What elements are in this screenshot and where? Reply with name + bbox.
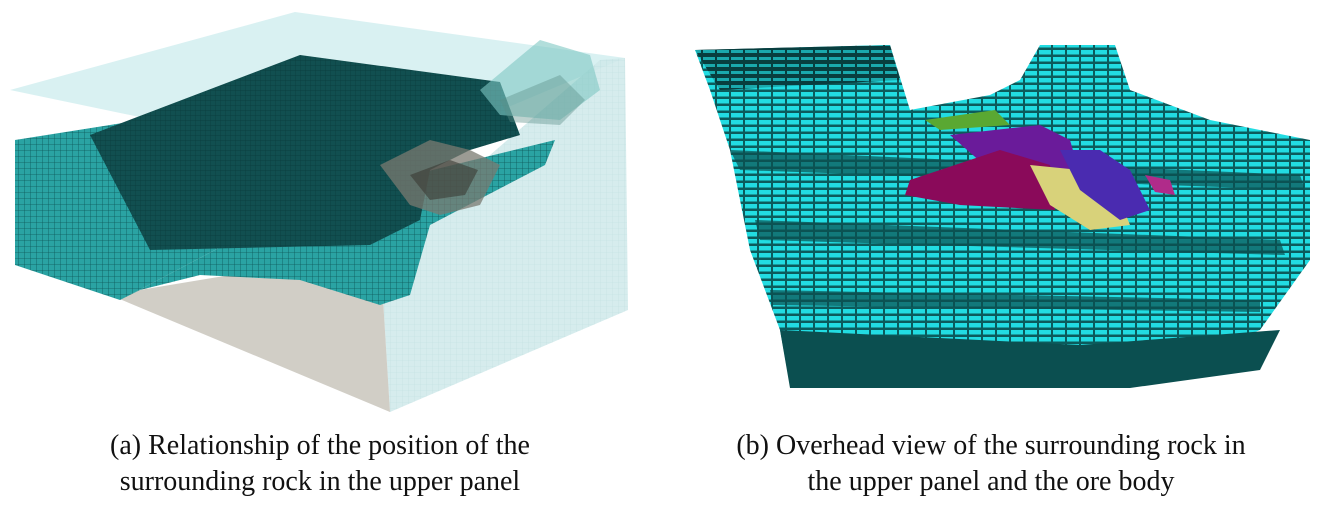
rock-layer-band-3: [770, 290, 1260, 312]
ore-body-pink-fragment: [1145, 175, 1175, 195]
ore-body: [905, 110, 1175, 230]
surface-mound-shadow: [500, 75, 585, 125]
excavation-cavity-shadow: [410, 160, 478, 200]
rock-steep-face: [695, 45, 900, 90]
panel-a-caption-line2: surrounding rock in the upper panel: [119, 466, 521, 497]
panel-a-illustration: [10, 12, 628, 412]
panel-a-caption-line1: (a) Relationship of the position of the: [110, 430, 530, 461]
transparent-box-right-face: [380, 58, 628, 412]
ore-body-yellow-part: [1030, 165, 1130, 230]
rock-layer-band-2: [755, 220, 1285, 255]
surface-mound: [480, 40, 600, 120]
rock-base: [780, 330, 1280, 388]
ore-body-violet-part: [1060, 150, 1150, 220]
panel-b-caption-line1: (b) Overhead view of the surrounding roc…: [736, 430, 1246, 461]
panel-a: (a) Relationship of the position of the …: [0, 0, 640, 512]
panel-a-caption: (a) Relationship of the position of the …: [0, 428, 640, 500]
panel-b: (b) Overhead view of the surrounding roc…: [660, 0, 1322, 512]
ore-body-green-part: [925, 110, 1010, 130]
ore-body-magenta-part: [905, 150, 1055, 210]
panel-b-caption: (b) Overhead view of the surrounding roc…: [660, 428, 1322, 500]
panel-b-illustration: [695, 45, 1310, 388]
panel-b-caption-line2: the upper panel and the ore body: [807, 466, 1175, 497]
transparent-box-bottom-face: [110, 250, 390, 412]
